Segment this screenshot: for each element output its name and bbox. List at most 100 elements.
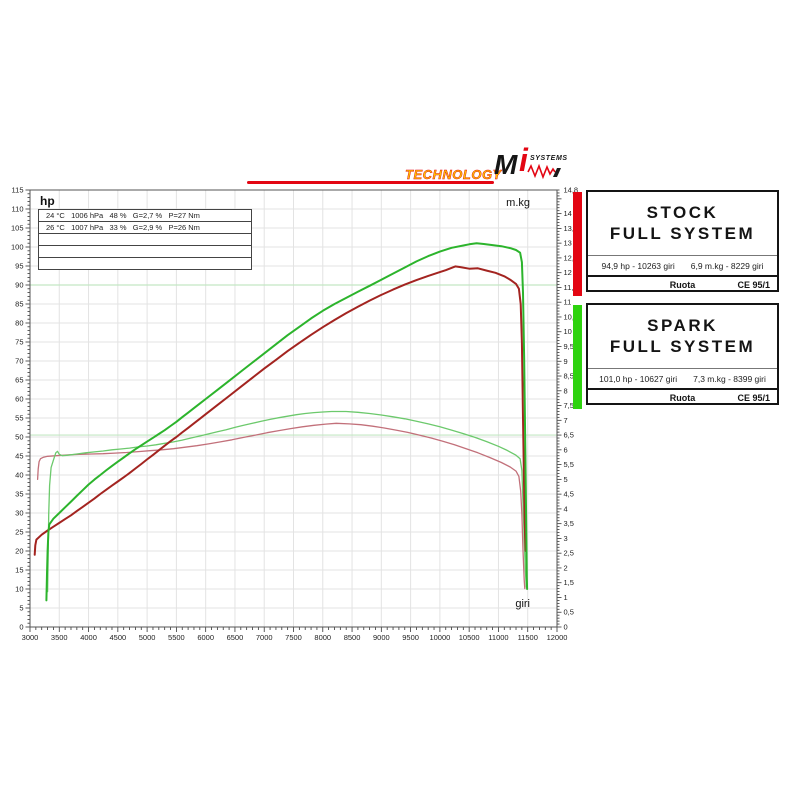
tick-label: 0,5 xyxy=(564,608,574,617)
tick-label: 7500 xyxy=(285,633,302,642)
tick-label: 65 xyxy=(15,376,23,385)
tick-label: 7,5 xyxy=(564,401,574,410)
logo-technology-text: TECHNOLOGY xyxy=(405,167,502,182)
tick-label: 4,5 xyxy=(564,490,574,499)
tick-label: 9000 xyxy=(373,633,390,642)
tick-label: 2,5 xyxy=(564,549,574,558)
logo-i-letter: i xyxy=(519,142,528,178)
stock-panel-footer: Ruota CE 95/1 xyxy=(588,275,777,293)
stock-title-line2: FULL SYSTEM xyxy=(609,224,756,243)
tick-label: 70 xyxy=(15,357,23,366)
tick-label: 3,5 xyxy=(564,519,574,528)
spark-panel-footer: Ruota CE 95/1 xyxy=(588,388,777,406)
tick-label: 9500 xyxy=(402,633,419,642)
tick-label: 85 xyxy=(15,300,23,309)
logo-m-letter: M xyxy=(494,149,517,180)
series-curves xyxy=(33,242,529,602)
tick-label: 8 xyxy=(564,386,568,395)
logo-waveform-icon xyxy=(527,163,561,180)
tick-label: 7 xyxy=(564,416,568,425)
stock-torque-curve xyxy=(36,422,526,590)
x-axis-title: giri xyxy=(515,598,530,610)
left-axis-title: hp xyxy=(40,194,55,208)
dyno-chart: 3000 3500 4000 4500 5000 5500 6000 6500 7000 7500… xyxy=(8,180,588,660)
condition-row xyxy=(39,233,251,245)
tick-label: 9 xyxy=(564,357,568,366)
tick-label: 5,5 xyxy=(564,460,574,469)
tick-label: 14,8 xyxy=(564,186,579,195)
condition-row: 24 °C 1006 hPa 48 % G=2,7 % P=27 Nm xyxy=(46,211,200,220)
tick-label: 13,5 xyxy=(564,224,579,233)
tick-label: 6500 xyxy=(227,633,244,642)
condition-row xyxy=(39,245,251,257)
tick-label: 7000 xyxy=(256,633,273,642)
tick-label: 5500 xyxy=(168,633,185,642)
stock-title-line1: STOCK xyxy=(646,203,719,222)
condition-row: 26 °C 1007 hPa 33 % G=2,9 % P=26 Nm xyxy=(39,221,251,233)
tick-label: 12,5 xyxy=(564,253,579,262)
tick-label: 5000 xyxy=(139,633,156,642)
spark-panel: SPARK FULL SYSTEM 101,0 hp - 10627 giri … xyxy=(586,303,779,405)
stock-panel-title: STOCK FULL SYSTEM xyxy=(588,192,777,255)
tick-label: 8500 xyxy=(344,633,361,642)
tick-label: 3 xyxy=(564,534,568,543)
stock-panel: STOCK FULL SYSTEM 94,9 hp - 10263 giri 6… xyxy=(586,190,779,292)
tick-label: 95 xyxy=(15,262,23,271)
stock-peak-hp: 94,9 hp - 10263 giri xyxy=(601,260,675,271)
tick-label: 115 xyxy=(12,186,24,195)
tick-label: 90 xyxy=(15,281,23,290)
tick-label: 10000 xyxy=(429,633,450,642)
spark-color-bar xyxy=(573,305,582,409)
tick-label: 0 xyxy=(19,623,23,632)
tick-label: 1 xyxy=(564,593,568,602)
spark-title-line1: SPARK xyxy=(647,316,718,335)
tick-label: 10 xyxy=(564,327,572,336)
tick-label: 10 xyxy=(15,585,23,594)
stock-panel-stats: 94,9 hp - 10263 giri 6,9 m.kg - 8229 gir… xyxy=(588,255,777,275)
tick-label: 8000 xyxy=(314,633,331,642)
tick-label: 6000 xyxy=(197,633,214,642)
tick-label: 15 xyxy=(15,566,23,575)
spark-footer-ce: CE 95/1 xyxy=(737,393,770,403)
tick-label: 4 xyxy=(564,504,568,513)
spark-hp-curve xyxy=(45,242,529,602)
tick-label: 35 xyxy=(15,490,23,499)
plot-frame xyxy=(29,189,558,628)
tick-label: 45 xyxy=(15,452,23,461)
right-axis-title: m.kg xyxy=(506,197,530,209)
tick-label: 2 xyxy=(564,563,568,572)
tick-label: 6 xyxy=(564,445,568,454)
tick-label: 25 xyxy=(15,528,23,537)
stock-color-bar xyxy=(573,192,582,296)
tick-label: 60 xyxy=(15,395,23,404)
tick-label: 1,5 xyxy=(564,578,574,587)
tick-label: 50 xyxy=(15,433,23,442)
tick-label: 75 xyxy=(15,338,23,347)
tick-label: 10,5 xyxy=(564,312,579,321)
tick-label: 55 xyxy=(15,414,23,423)
tick-label: 5 xyxy=(19,604,23,613)
brand-logo: TECHNOLOGY M i SYSTEMS xyxy=(245,142,568,188)
tick-label: 80 xyxy=(15,319,23,328)
tick-label: 14 xyxy=(564,209,572,218)
tick-label: 11,5 xyxy=(564,283,578,292)
tick-label: 11 xyxy=(564,298,572,307)
spark-panel-stats: 101,0 hp - 10627 giri 7,3 m.kg - 8399 gi… xyxy=(588,368,777,388)
logo-underline xyxy=(247,181,494,184)
tick-label: 9,5 xyxy=(564,342,574,351)
tick-label: 11000 xyxy=(488,633,508,642)
tick-label: 13 xyxy=(564,239,572,248)
axis-tick-labels: 3000 3500 4000 4500 5000 5500 6000 6500 7000 7500… xyxy=(11,186,578,643)
logo-systems-text: SYSTEMS xyxy=(530,155,568,162)
stock-footer-ruota: Ruota xyxy=(669,280,696,290)
test-conditions-table: 24 °C 1006 hPa 48 % G=2,7 % P=27 Nm 26 °C… xyxy=(38,209,252,270)
tick-label: 3500 xyxy=(51,633,68,642)
spark-peak-torque: 7,3 m.kg - 8399 giri xyxy=(693,373,766,384)
tick-label: 5 xyxy=(564,475,568,484)
tick-label: 40 xyxy=(15,471,23,480)
condition-row xyxy=(39,257,251,269)
tick-label: 100 xyxy=(11,243,24,252)
tick-label: 10500 xyxy=(459,633,480,642)
tick-label: 8,5 xyxy=(564,372,574,381)
